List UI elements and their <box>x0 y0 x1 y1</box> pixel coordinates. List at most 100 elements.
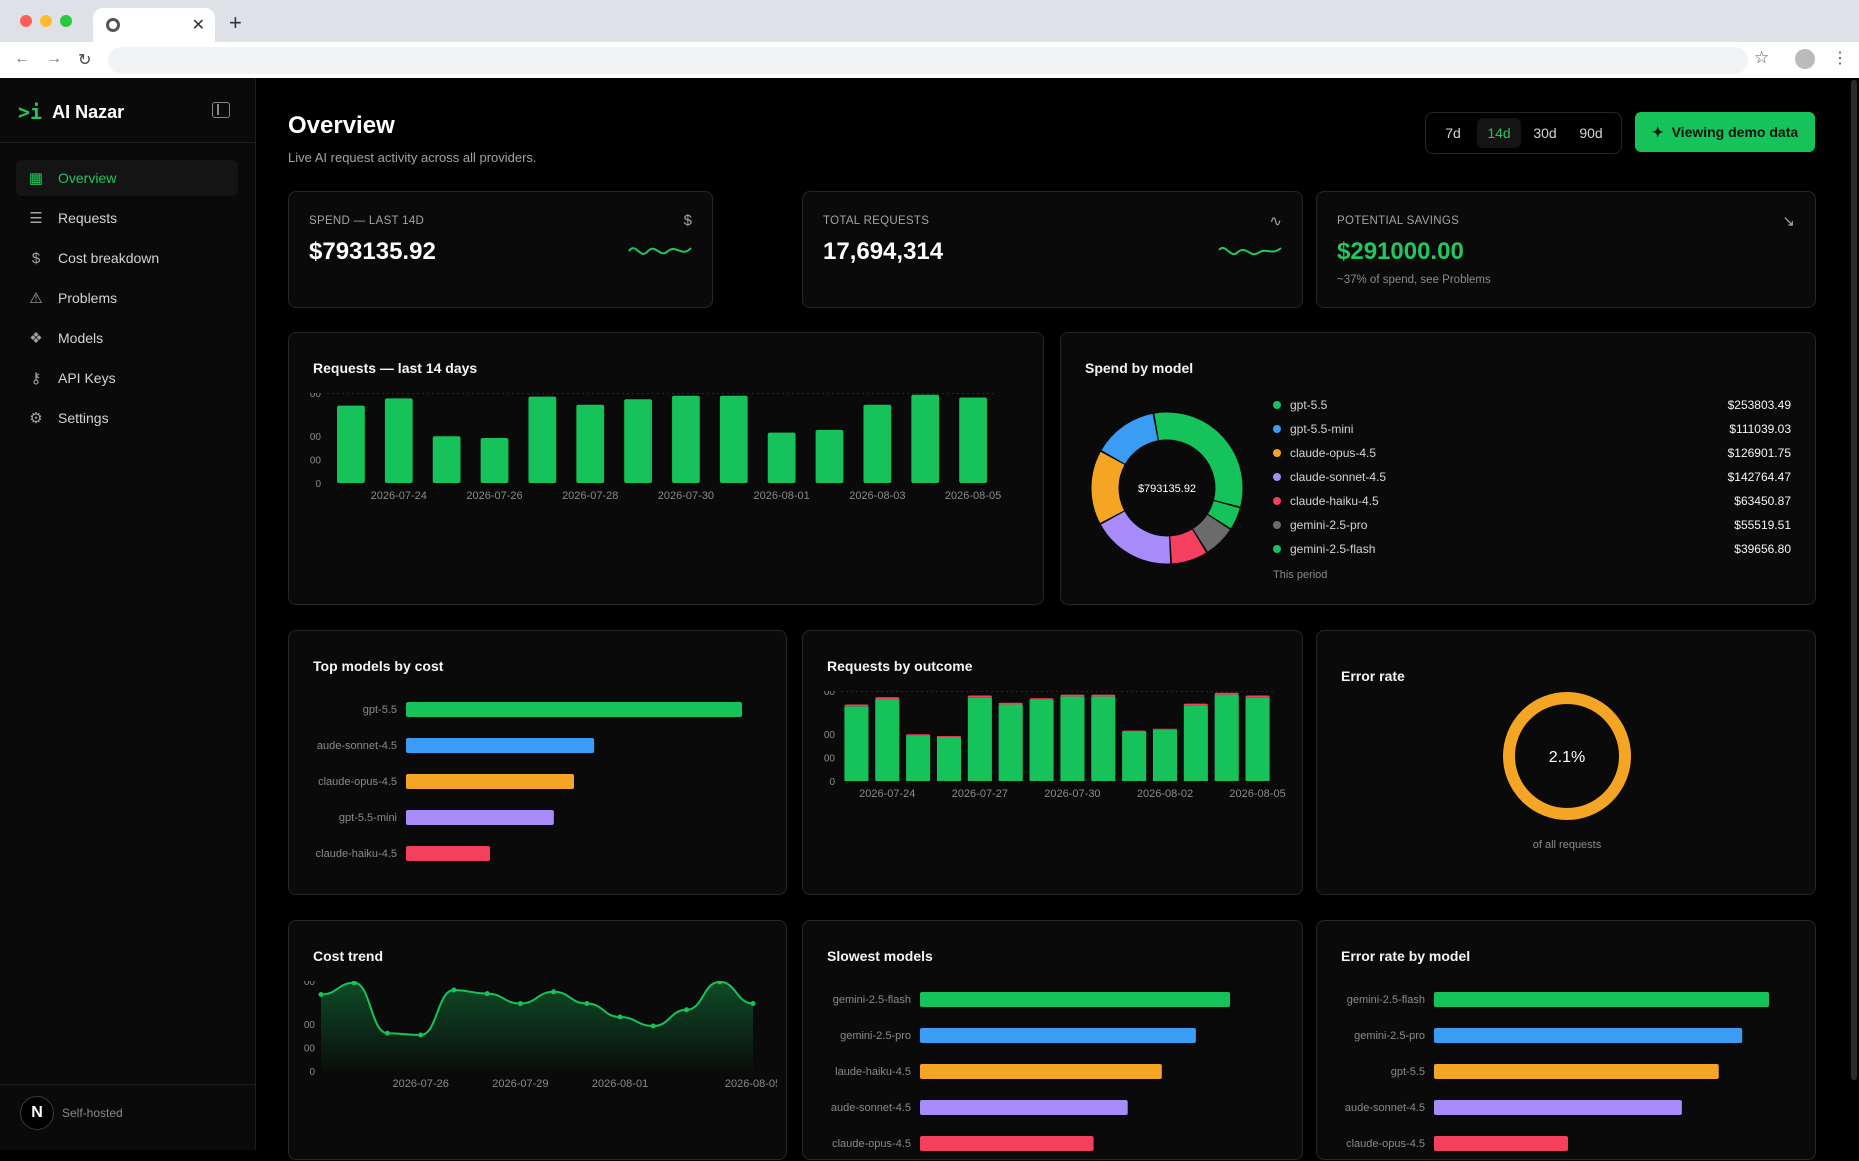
reload-icon[interactable]: ↻ <box>78 52 92 69</box>
sparkline <box>1218 247 1282 256</box>
x-tick-label: 2026-08-05 <box>725 1078 777 1090</box>
category-label: claude-opus-4.5 <box>1346 1138 1425 1150</box>
trend-point <box>617 1014 623 1020</box>
range-14d-button[interactable]: 14d <box>1477 118 1521 148</box>
sidebar-item-settings[interactable]: ⚙ Settings <box>16 400 238 436</box>
bar <box>1060 694 1085 697</box>
x-tick-label: 2026-08-02 <box>1137 788 1193 800</box>
y-tick-label: 00 <box>304 981 316 988</box>
demo-data-button[interactable]: ✦ Viewing demo data <box>1635 112 1815 152</box>
browser-menu-icon[interactable]: ⋮ <box>1832 50 1848 67</box>
x-tick-label: 2026-08-05 <box>945 490 1001 502</box>
category-label: gemini-2.5-pro <box>840 1030 911 1042</box>
back-icon[interactable]: ← <box>14 50 30 67</box>
collapse-sidebar-icon[interactable] <box>212 102 230 118</box>
slowest-models-card: Slowest models gemini-2.5-flash gemini-2.… <box>802 920 1303 1160</box>
bar <box>815 429 844 483</box>
tab-strip: ✕ + <box>0 0 1859 42</box>
bar <box>1434 1028 1743 1043</box>
range-90d-button[interactable]: 90d <box>1579 125 1603 141</box>
y-tick-label: 0 <box>315 479 321 490</box>
donut-slice <box>1207 500 1240 529</box>
bar <box>875 697 900 700</box>
y-tick-label: 0 <box>829 777 835 788</box>
address-bar[interactable] <box>108 47 1748 74</box>
bar <box>528 396 557 483</box>
sidebar-item-models[interactable]: ❖ Models <box>16 320 238 356</box>
brand[interactable]: >i AI Nazar <box>18 100 124 124</box>
browser-chrome: ✕ + ← → ↻ ☆ ⋮ <box>0 0 1859 78</box>
bookmark-star-icon[interactable]: ☆ <box>1754 48 1770 67</box>
bar <box>844 706 869 781</box>
sidebar-nav: ▦ Overview ☰ Requests $ Cost breakdown ⚠ Proble… <box>16 160 238 440</box>
legend-label: claude-sonnet-4.5 <box>1290 470 1387 484</box>
trend-point <box>684 1007 690 1013</box>
bar <box>406 846 490 861</box>
error-by-model-chart: gemini-2.5-flash gemini-2.5-pro gpt-5.5 aud… <box>1345 992 1769 1151</box>
trend-point <box>384 1030 390 1036</box>
bar <box>1434 1064 1719 1079</box>
legend-label: gemini-2.5-flash <box>1290 542 1376 556</box>
bar <box>998 704 1023 781</box>
sidebar-item-label: Models <box>58 330 104 346</box>
trend-point <box>584 1001 590 1006</box>
range-selector: 7d 14d 30d 90d <box>1425 112 1622 154</box>
card-title: Error rate by model <box>1341 948 1471 964</box>
donut-center-label: $793135.92 <box>1138 483 1196 495</box>
profile-avatar-icon[interactable] <box>1795 49 1815 69</box>
sidebar-item-overview[interactable]: ▦ Overview <box>16 160 238 196</box>
close-window-button[interactable] <box>20 15 32 27</box>
forward-icon[interactable]: → <box>46 50 62 67</box>
x-tick-label: 2026-08-01 <box>592 1078 648 1090</box>
error-rate-value: 2.1% <box>1549 749 1585 766</box>
bar <box>998 702 1023 705</box>
range-7d-button[interactable]: 7d <box>1445 125 1461 141</box>
divider <box>0 142 256 143</box>
activity-icon: ∿ <box>1269 213 1282 230</box>
spend-by-model-card: Spend by model $793135.92 gpt-5.5 $253803… <box>1060 332 1816 605</box>
bar <box>406 810 554 825</box>
warning-icon: ⚠ <box>29 290 43 307</box>
donut-slice <box>1100 511 1171 564</box>
maximize-window-button[interactable] <box>60 15 72 27</box>
bar <box>624 399 652 483</box>
sidebar-item-api-keys[interactable]: ⚷ API Keys <box>16 360 238 396</box>
page-scrollbar[interactable] <box>1851 80 1857 1080</box>
bar <box>1152 728 1178 730</box>
trend-point <box>750 1001 756 1006</box>
card-title: Cost trend <box>313 948 383 964</box>
bar <box>906 734 931 736</box>
brand-name: AI Nazar <box>52 101 125 122</box>
bar <box>1245 697 1270 781</box>
close-tab-icon[interactable]: ✕ <box>191 17 205 34</box>
next-badge-icon[interactable]: N <box>20 1096 54 1130</box>
requests-14d-card: Requests — last 14 days 0 00 00 00 2026-07-2… <box>288 332 1044 605</box>
bar <box>875 699 900 781</box>
bar <box>719 395 748 483</box>
sidebar-item-requests[interactable]: ☰ Requests <box>16 200 238 236</box>
minimize-window-button[interactable] <box>40 15 52 27</box>
new-tab-button[interactable]: + <box>229 10 242 35</box>
bar <box>967 695 992 698</box>
bar <box>920 1064 1162 1079</box>
x-tick-label: 2026-07-26 <box>393 1078 449 1090</box>
browser-tab[interactable]: ✕ <box>93 8 215 42</box>
legend-value: $253803.49 <box>1727 398 1791 412</box>
kpi-card-spend: SPEND — LAST 14D $793135.92 $ <box>288 191 713 308</box>
sidebar-item-cost-breakdown[interactable]: $ Cost breakdown <box>16 240 238 276</box>
page-subtitle: Live AI request activity across all prov… <box>288 150 537 165</box>
bar <box>1183 703 1208 706</box>
bar <box>920 992 1230 1007</box>
category-label: gemini-2.5-flash <box>833 994 911 1006</box>
trending-down-icon: ↘ <box>1782 213 1795 230</box>
y-tick-label: 00 <box>824 691 836 698</box>
sidebar-item-problems[interactable]: ⚠ Problems <box>16 280 238 316</box>
cost-trend-card: Cost trend 0 00 00 00 2026-07-26 2026-07-29 20… <box>288 920 787 1160</box>
bar <box>1214 694 1239 781</box>
y-tick-label: 00 <box>310 432 322 443</box>
window-controls <box>20 15 72 27</box>
range-30d-button[interactable]: 30d <box>1533 125 1557 141</box>
category-label: laude-haiku-4.5 <box>835 1066 911 1078</box>
trend-point <box>318 992 324 997</box>
